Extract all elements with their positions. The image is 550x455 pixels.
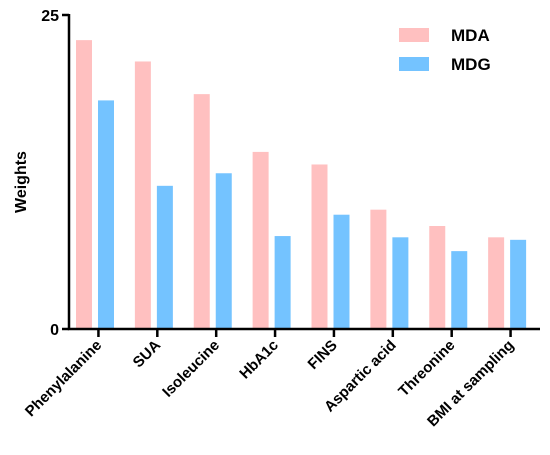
bar-mda-bmi-at-sampling (488, 237, 505, 329)
bar-mdg-aspartic-acid (392, 237, 409, 329)
legend-label-mda: MDA (451, 26, 490, 45)
bar-mda-threonine (429, 226, 446, 329)
bar-mdg-isoleucine (215, 173, 232, 329)
y-tick-label-25: 25 (41, 8, 59, 25)
legend-swatch-mda (399, 28, 429, 42)
bar-mdg-bmi-at-sampling (510, 239, 527, 329)
x-tick-label-isoleucine: Isoleucine (159, 337, 223, 401)
bar-mda-isoleucine (193, 94, 210, 330)
x-tick-label-fins: FINS (305, 337, 341, 373)
y-tick-label-0: 0 (50, 322, 59, 339)
bar-mdg-hba1c (274, 236, 291, 329)
bar-mdg-sua (156, 185, 173, 329)
bar-mda-sua (134, 61, 151, 330)
bar-mdg-fins (333, 214, 350, 329)
bar-mda-aspartic-acid (370, 209, 387, 329)
bar-mdg-phenylalanine (98, 100, 114, 330)
y-axis-label: Weights (13, 151, 30, 213)
bar-mdg-threonine (451, 251, 468, 329)
bar-mda-hba1c (252, 151, 269, 329)
x-tick-label-phenylalanine: Phenylalanine (22, 337, 105, 420)
legend: MDA MDG (399, 26, 491, 74)
y-ticks-layer: 0 25 (41, 8, 69, 339)
x-tick-label-threonine: Threonine (395, 337, 458, 400)
bar-mda-phenylalanine (76, 40, 92, 330)
legend-swatch-mdg (399, 57, 429, 71)
legend-label-mdg: MDG (451, 55, 491, 74)
bar-mda-fins (311, 164, 328, 329)
bars-layer (76, 40, 527, 330)
x-tick-label-hba1c: HbA1c (236, 337, 282, 383)
x-tick-label-sua: SUA (130, 337, 165, 372)
